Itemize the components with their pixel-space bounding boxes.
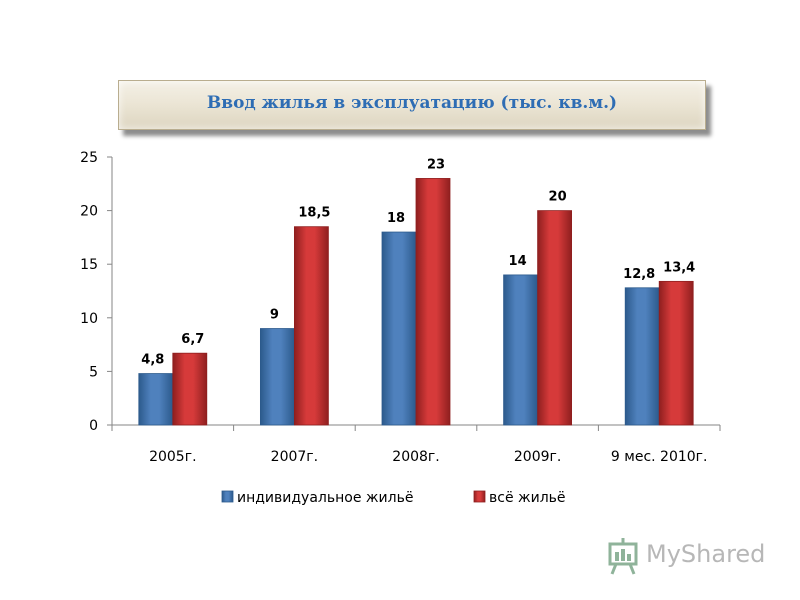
legend-swatch-individual <box>221 490 234 503</box>
y-tick-label: 5 <box>89 364 98 380</box>
category-label: 2005г. <box>149 449 196 465</box>
chart-title-box: Ввод жилья в эксплуатацию (тыс. кв.м.) <box>118 80 706 130</box>
bar-total <box>537 210 572 426</box>
bar-total <box>415 178 451 426</box>
category-label: 9 мес. 2010г. <box>611 449 708 465</box>
category-label: 2008г. <box>392 449 439 465</box>
chart-title: Ввод жилья в эксплуатацию (тыс. кв.м.) <box>206 93 618 113</box>
bar-individual <box>503 274 539 426</box>
data-label: 6,7 <box>181 332 204 347</box>
legend-swatch-total <box>473 490 486 503</box>
bar-individual <box>624 287 660 426</box>
data-label: 12,8 <box>623 267 655 282</box>
presentation-board-icon <box>608 538 638 575</box>
legend-label: всё жильё <box>489 490 566 506</box>
watermark-text: MyShared <box>646 540 766 568</box>
y-tick-label: 15 <box>80 257 98 273</box>
data-label: 4,8 <box>141 353 164 368</box>
data-label: 20 <box>549 190 567 205</box>
data-label: 13,4 <box>663 260 695 275</box>
bar-individual <box>381 231 417 426</box>
y-tick-label: 20 <box>80 204 98 220</box>
bar-total <box>293 226 329 426</box>
bar-individual <box>259 328 295 426</box>
y-tick-label: 10 <box>80 311 98 327</box>
data-label: 18 <box>387 211 405 226</box>
data-label: 14 <box>509 254 527 269</box>
legend-label: индивидуальное жильё <box>237 490 413 506</box>
y-tick-label: 25 <box>80 150 98 166</box>
bar-individual <box>138 373 174 426</box>
y-tick-label: 0 <box>89 418 98 434</box>
data-label: 18,5 <box>298 206 330 221</box>
category-label: 2007г. <box>271 449 318 465</box>
data-label: 23 <box>427 157 445 172</box>
category-label: 2009г. <box>514 449 561 465</box>
watermark: MyShared <box>606 536 776 576</box>
bar-total <box>658 280 694 426</box>
bar-total <box>172 352 208 426</box>
data-label: 9 <box>270 308 279 323</box>
